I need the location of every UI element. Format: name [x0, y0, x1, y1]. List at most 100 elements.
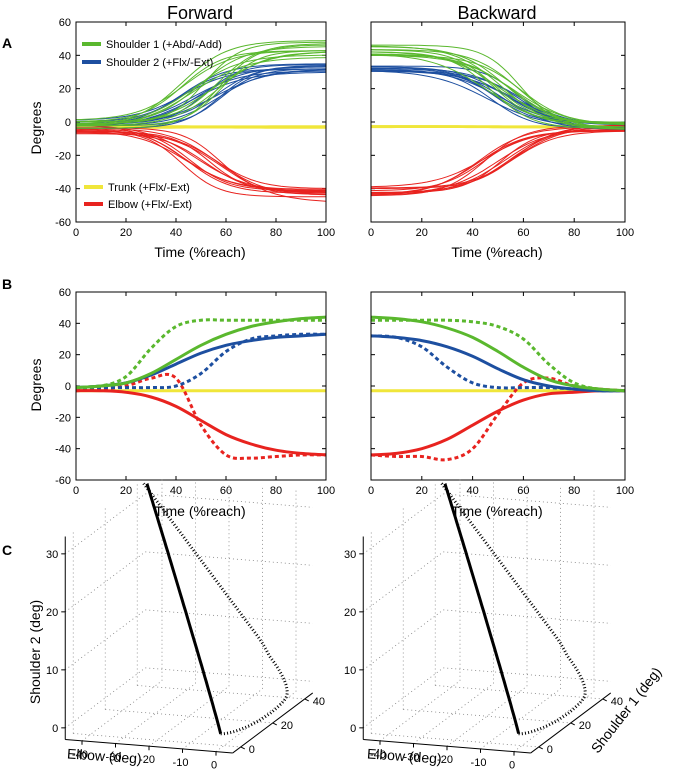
tick-label-elbow: -40 [370, 749, 386, 761]
mean-line-shoulder1-dotted [75, 318, 326, 390]
grid-back [443, 609, 611, 624]
trial-line-elbow [371, 126, 626, 194]
panel-b-xtick-label: 0 [368, 485, 374, 497]
tick-label-elbow: -30 [106, 752, 122, 764]
panel-label-b: B [2, 276, 12, 292]
grid-back [145, 551, 313, 566]
panel-a-ytick-label: -20 [55, 150, 71, 162]
panel-a-ytick-label: 0 [65, 117, 71, 129]
tick-label-elbow: 0 [509, 760, 515, 772]
trial-line-shoulder1 [75, 50, 327, 122]
grid-floor [403, 709, 571, 724]
trial-line-shoulder1 [76, 50, 327, 127]
tick-shoulder1 [538, 746, 543, 750]
grid-side [65, 609, 146, 671]
grid-floor [379, 680, 461, 742]
panel-b-ytick-label: 60 [59, 287, 71, 299]
trial-line-shoulder1 [371, 44, 626, 129]
trial-line-shoulder1 [76, 51, 327, 127]
panel-a-ylabel: Degrees [28, 102, 44, 155]
grid-floor [115, 683, 196, 744]
panel-label-c: C [2, 542, 12, 558]
grid-side [65, 667, 146, 729]
grid-floor [81, 680, 163, 742]
panel-b-xtick-label: 60 [220, 485, 232, 497]
panel-a-xtick-label: 80 [270, 227, 282, 239]
trial-line-elbow [371, 130, 626, 189]
tick-label-elbow: -10 [471, 757, 487, 769]
grid-floor [137, 685, 305, 700]
panel-c-xlabel-backward: Elbow (deg) [367, 745, 443, 766]
legend-label-shoulder1: Shoulder 1 (+Abd/-Add) [106, 39, 222, 51]
panel-b-ylabel: Degrees [28, 359, 44, 412]
panel-a-backward: 0 20 40 60 80 100 [368, 21, 634, 239]
title-forward: Forward [167, 3, 233, 23]
tick-label-elbow: -40 [72, 749, 88, 761]
trial-line-elbow [371, 129, 625, 194]
tick-shoulder1 [304, 698, 309, 702]
mean-line-shoulder2-dotted [75, 332, 327, 390]
trajectory-dotted [440, 482, 587, 736]
tick-label-shoulder2: 30 [46, 549, 58, 561]
grid-side [363, 609, 444, 671]
tick-label-shoulder1: 0 [547, 744, 553, 756]
tick-label-shoulder1: 40 [313, 696, 325, 708]
tick-label-elbow: -10 [173, 757, 189, 769]
tick-label-shoulder2: 0 [52, 723, 58, 735]
trial-line-elbow [371, 126, 626, 193]
mean-line-shoulder2-solid [370, 334, 626, 393]
trial-line-shoulder1 [75, 40, 327, 126]
panel-a-ytick-label: -40 [55, 184, 71, 196]
tick-shoulder1 [602, 698, 607, 702]
panel-b-xtick-label: 40 [170, 485, 182, 497]
panel-a-xtick-label: 20 [416, 227, 428, 239]
panel-b-backward: 0 20 40 60 80 100 [368, 291, 634, 497]
tick-label-shoulder2: 10 [46, 665, 58, 677]
grid-side [363, 667, 444, 729]
grid-side [363, 551, 444, 613]
panel-b-xtick-label: 20 [120, 485, 132, 497]
mean-line-elbow-solid [75, 389, 327, 457]
panel-a-forward: 0 20 40 60 80 100 -60 -40 -20 0 20 40 60 [55, 17, 335, 239]
panel-c-ylabel-backward: Shoulder 1 (deg) [588, 664, 665, 756]
legend-label-shoulder2: Shoulder 2 (+Flx/-Ext) [106, 57, 213, 69]
grid-floor [480, 688, 561, 750]
trajectory-solid [443, 483, 521, 734]
panel-b-xtick-label: 100 [616, 485, 634, 497]
tick-label-shoulder1: 0 [249, 744, 255, 756]
panel-a-frame [370, 21, 626, 223]
tick-label-elbow: 0 [211, 760, 217, 772]
panel-b-xtick-label: 60 [517, 485, 529, 497]
tick-label-shoulder1: 20 [281, 720, 293, 732]
grid-floor [105, 709, 273, 724]
grid-back [145, 667, 313, 682]
tick-shoulder1 [272, 722, 277, 726]
grid-back [145, 493, 313, 508]
panel-a-ytick-label: -60 [55, 217, 71, 229]
panel-a-xtick-label: 80 [568, 227, 580, 239]
panel-a-xtick-label: 0 [368, 227, 374, 239]
tick-label-elbow: -20 [437, 754, 453, 766]
panel-b-ytick-label: 40 [59, 318, 71, 330]
panel-a-ytick-label: 20 [59, 84, 71, 96]
grid-side [363, 493, 444, 555]
trial-line-shoulder1 [370, 54, 626, 125]
mean-line-shoulder2-solid [75, 332, 327, 390]
trial-line-shoulder1 [76, 44, 327, 129]
mean-line-shoulder2-dotted [370, 334, 626, 393]
mean-line-shoulder1-dotted [370, 318, 626, 393]
panel-b-xlabel-backward: Time (%reach) [451, 503, 542, 519]
panel-a-xtick-label: 100 [317, 227, 335, 239]
panel-a-xtick-label: 0 [73, 227, 79, 239]
trial-line-shoulder1 [370, 51, 626, 126]
grid-back [145, 609, 313, 624]
trajectory-solid [145, 483, 223, 735]
grid-floor [446, 685, 528, 747]
grid-side [65, 551, 146, 613]
tick-label-shoulder1: 20 [579, 720, 591, 732]
panel-c-xlabel-forward: Elbow (deg) [67, 745, 143, 766]
legend-top: Shoulder 1 (+Abd/-Add) Shoulder 2 (+Flx/… [82, 39, 222, 69]
trial-line-elbow [76, 133, 327, 189]
panel-b-ytick-label: -20 [55, 412, 71, 424]
